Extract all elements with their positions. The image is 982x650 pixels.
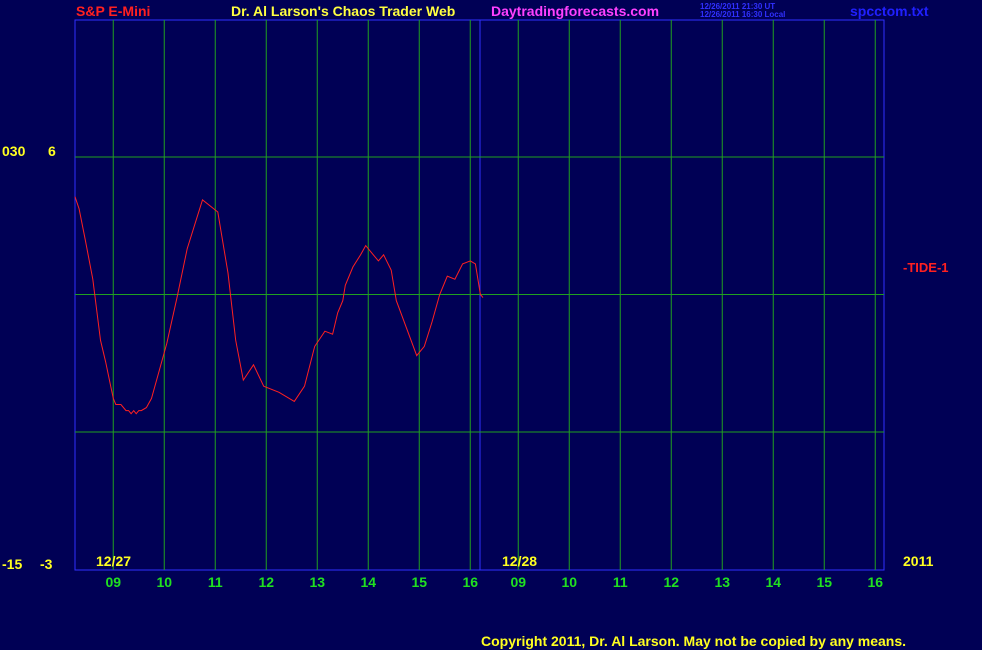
hour-tick-label: 12 bbox=[663, 574, 679, 590]
timestamp-local: 12/26/2011 16:30 Local bbox=[700, 10, 786, 19]
hour-tick-label: 15 bbox=[816, 574, 832, 590]
date-label: 12/27 bbox=[96, 553, 131, 569]
date-label: 12/28 bbox=[502, 553, 537, 569]
timestamp-ut: 12/26/2011 21:30 UT bbox=[700, 2, 776, 11]
instrument-label: S&P E-Mini bbox=[76, 3, 151, 19]
chart-title: Dr. Al Larson's Chaos Trader Web bbox=[231, 3, 456, 19]
series-label: -TIDE-1 bbox=[903, 260, 949, 275]
hour-tick-label: 13 bbox=[309, 574, 325, 590]
axis-bottom-label-1: -15 bbox=[2, 556, 23, 572]
hour-tick-label: 11 bbox=[208, 574, 223, 590]
hour-tick-label: 10 bbox=[561, 574, 577, 590]
hour-tick-label: 14 bbox=[360, 574, 376, 590]
axis-top-label-1: 030 bbox=[2, 143, 26, 159]
hour-tick-label: 09 bbox=[105, 574, 121, 590]
hour-tick-label: 10 bbox=[156, 574, 172, 590]
hour-tick-label: 15 bbox=[411, 574, 427, 590]
axis-top-label-2: 6 bbox=[48, 143, 56, 159]
hour-tick-label: 13 bbox=[714, 574, 730, 590]
data-file-label: spcctom.txt bbox=[850, 3, 929, 19]
copyright-notice: Copyright 2011, Dr. Al Larson. May not b… bbox=[481, 633, 907, 649]
year-label: 2011 bbox=[903, 553, 934, 569]
hour-tick-label: 11 bbox=[613, 574, 628, 590]
hour-tick-label: 14 bbox=[765, 574, 781, 590]
hour-tick-label: 16 bbox=[867, 574, 883, 590]
series-line bbox=[74, 196, 484, 415]
hour-tick-label: 09 bbox=[510, 574, 526, 590]
axis-bottom-label-2: -3 bbox=[40, 556, 53, 572]
hour-tick-label: 16 bbox=[462, 574, 478, 590]
hour-tick-label: 12 bbox=[258, 574, 274, 590]
site-link[interactable]: Daytradingforecasts.com bbox=[491, 3, 660, 19]
